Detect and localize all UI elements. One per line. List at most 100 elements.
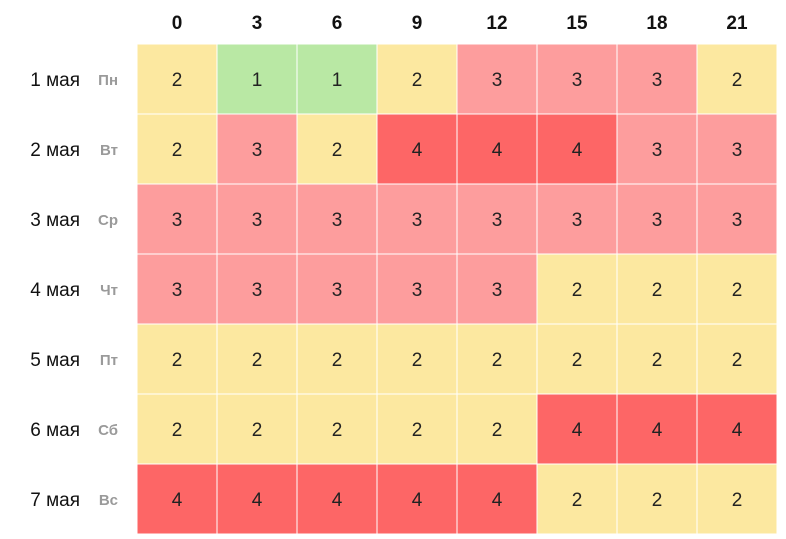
heatmap-cell: [296, 323, 378, 395]
heatmap-cell: [536, 323, 618, 395]
row-date-label: 6 мая: [30, 420, 80, 441]
cell-value-label: 1: [252, 70, 263, 91]
cell-value-label: 3: [252, 280, 263, 301]
cell-value-label: 3: [732, 210, 743, 231]
cell-value-label: 3: [492, 70, 503, 91]
column-label-3: 3: [252, 13, 263, 34]
heatmap-cell: [456, 253, 538, 325]
heatmap-cell: [456, 43, 538, 115]
cell-value-label: 4: [492, 140, 503, 161]
heatmap-cell: [536, 183, 618, 255]
row-labels: 1 мая Пн 2 мая Вт 3 мая Ср 4 мая Чт 5 мая Пт 6 мая…: [30, 70, 118, 511]
row-weekday-label: Вс: [99, 492, 118, 509]
cell-value-label: 2: [572, 280, 583, 301]
cell-value-label: 4: [412, 140, 423, 161]
cell-value-label: 2: [732, 350, 743, 371]
cell-value-label: 4: [572, 420, 583, 441]
column-label-21: 21: [726, 13, 748, 34]
cell-value-label: 4: [252, 490, 263, 511]
heatmap-cell: [296, 43, 378, 115]
cell-value-label: 3: [172, 210, 183, 231]
row-weekday-label: Сб: [98, 422, 118, 439]
row-date-label: 3 мая: [30, 210, 80, 231]
heatmap-cell: [456, 393, 538, 465]
cell-value-label: 2: [572, 350, 583, 371]
heatmap-cells: 2 1 1 2 3 3 3 2 2 3 2 4 4 4 3 3 3 3 3 3 3 3 3 3 3 3 3 3 3 2 2 2 2 2 2 2 2 2 2 2…: [136, 43, 778, 535]
row-weekday-label: Вт: [100, 142, 118, 159]
cell-value-label: 2: [332, 350, 343, 371]
row-date-label: 1 мая: [30, 70, 80, 91]
cell-value-label: 3: [492, 210, 503, 231]
heatmap-cell: [296, 183, 378, 255]
heatmap-cell: [616, 183, 698, 255]
column-label-18: 18: [646, 13, 667, 34]
heatmap-cell: [536, 113, 618, 185]
column-label-6: 6: [332, 13, 343, 34]
cell-value-label: 2: [492, 350, 503, 371]
heatmap-cell: [616, 253, 698, 325]
cell-value-label: 2: [412, 350, 423, 371]
cell-value-label: 2: [652, 350, 663, 371]
heatmap-cell: [376, 43, 458, 115]
cell-value-label: 3: [172, 280, 183, 301]
column-label-9: 9: [412, 13, 423, 34]
cell-value-label: 2: [732, 70, 743, 91]
cell-value-label: 3: [732, 140, 743, 161]
cell-value-label: 2: [732, 280, 743, 301]
heatmap-cell: [216, 43, 298, 115]
cell-value-label: 2: [732, 490, 743, 511]
cell-value-label: 3: [572, 70, 583, 91]
cell-value-label: 2: [572, 490, 583, 511]
heatmap-cell: [536, 463, 618, 535]
cell-value-label: 2: [492, 420, 503, 441]
heatmap-cell: [296, 253, 378, 325]
cell-value-label: 3: [332, 210, 343, 231]
heatmap-cell: [696, 183, 778, 255]
heatmap-cell: [696, 323, 778, 395]
heatmap-cell: [136, 43, 218, 115]
heatmap-cell: [616, 323, 698, 395]
cell-value-label: 2: [652, 280, 663, 301]
heatmap-cell: [296, 393, 378, 465]
heatmap-cell: [376, 113, 458, 185]
heatmap-cell: [376, 323, 458, 395]
row-date-label: 7 мая: [30, 490, 80, 511]
row-weekday-label: Пт: [100, 352, 118, 369]
heatmap-cell: [616, 393, 698, 465]
heatmap-cell: [136, 463, 218, 535]
cell-value-label: 3: [652, 70, 663, 91]
row-date-label: 5 мая: [30, 350, 80, 371]
cell-value-label: 3: [572, 210, 583, 231]
heatmap-cell: [696, 43, 778, 115]
cell-value-label: 2: [172, 350, 183, 371]
heatmap-cell: [376, 253, 458, 325]
row-weekday-label: Ср: [98, 212, 118, 229]
cell-value-label: 2: [252, 350, 263, 371]
heatmap-cell: [296, 463, 378, 535]
heatmap-cell: [536, 43, 618, 115]
cell-value-label: 4: [732, 420, 743, 441]
row-date-label: 4 мая: [30, 280, 80, 301]
heatmap-cell: [216, 393, 298, 465]
cell-value-label: 2: [412, 420, 423, 441]
cell-value-label: 3: [652, 140, 663, 161]
row-weekday-label: Пн: [98, 72, 118, 89]
heatmap-cell: [456, 463, 538, 535]
cell-value-label: 3: [492, 280, 503, 301]
cell-value-label: 2: [652, 490, 663, 511]
cell-value-label: 4: [652, 420, 663, 441]
row-date-label: 2 мая: [30, 140, 80, 161]
cell-value-label: 2: [332, 420, 343, 441]
cell-value-label: 3: [412, 280, 423, 301]
cell-value-label: 2: [252, 420, 263, 441]
heatmap-cell: [696, 393, 778, 465]
cell-value-label: 3: [332, 280, 343, 301]
cell-value-label: 4: [332, 490, 343, 511]
heatmap-cell: [456, 113, 538, 185]
cell-value-label: 2: [172, 420, 183, 441]
column-label-12: 12: [486, 13, 507, 34]
cell-value-label: 2: [332, 140, 343, 161]
cell-value-label: 1: [332, 70, 343, 91]
cell-value-label: 4: [572, 140, 583, 161]
